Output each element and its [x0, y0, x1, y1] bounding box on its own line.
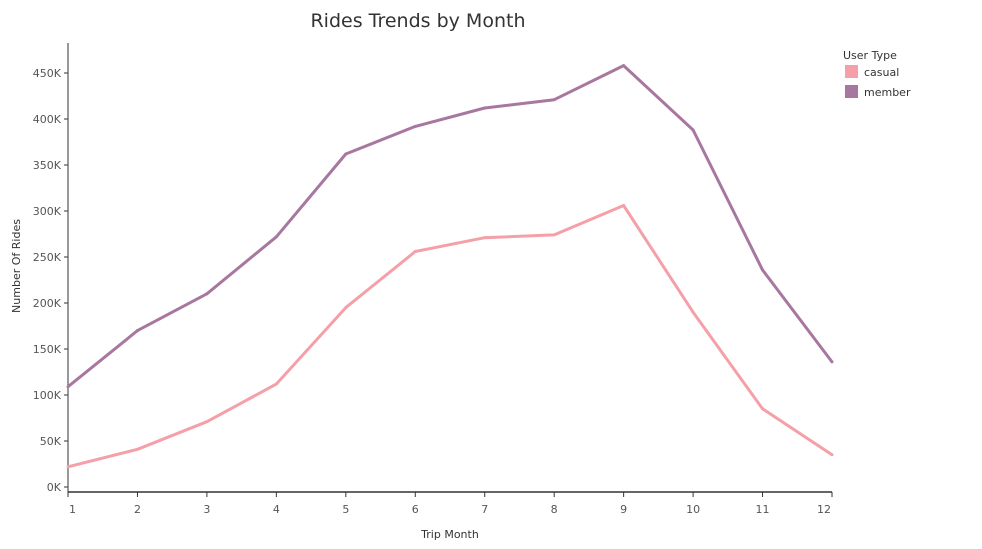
data-point-casual	[691, 310, 695, 314]
y-tick-label: 150K	[33, 343, 62, 356]
y-tick-label: 450K	[33, 67, 62, 80]
data-point-member	[552, 98, 556, 102]
legend: User Type casual member	[843, 49, 911, 99]
data-point-member	[691, 128, 695, 132]
legend-label-casual: casual	[864, 66, 899, 79]
data-point-member	[274, 235, 278, 239]
y-tick-label: 350K	[33, 159, 62, 172]
y-tick-label: 300K	[33, 205, 62, 218]
data-point-casual	[622, 203, 626, 207]
series-line-member	[67, 64, 834, 388]
x-tick-label: 9	[620, 503, 627, 516]
chart-title: Rides Trends by Month	[310, 10, 525, 32]
data-point-member	[135, 329, 139, 333]
x-tick-label: 2	[134, 503, 141, 516]
legend-swatch-member	[845, 85, 858, 98]
x-tick-label: 10	[686, 503, 700, 516]
data-point-member	[622, 64, 626, 68]
y-tick-label: 250K	[33, 251, 62, 264]
data-point-casual	[344, 306, 348, 310]
y-tick-label: 200K	[33, 297, 62, 310]
y-axis-label: Number Of Rides	[10, 219, 23, 313]
x-tick-label: 12	[817, 503, 831, 516]
data-point-casual	[66, 465, 70, 469]
data-point-casual	[761, 407, 765, 411]
x-tick-label: 4	[273, 503, 280, 516]
data-point-member	[830, 360, 834, 364]
legend-label-member: member	[864, 86, 911, 99]
data-point-casual	[205, 420, 209, 424]
y-tick-label: 400K	[33, 113, 62, 126]
data-point-casual	[274, 382, 278, 386]
x-tick-label: 3	[203, 503, 210, 516]
series-line-casual	[67, 204, 833, 469]
legend-title: User Type	[843, 49, 897, 62]
x-tick-label: 11	[756, 503, 770, 516]
y-tick-label: 50K	[40, 435, 62, 448]
data-point-member	[66, 385, 70, 389]
data-point-member	[205, 292, 209, 296]
data-point-casual	[552, 233, 556, 237]
x-axis-ticks: 1 2 3 4 5 6 7 8 9 10 11 12	[67, 492, 833, 516]
data-point-casual	[830, 453, 834, 457]
data-point-casual	[135, 447, 139, 451]
y-tick-label: 0K	[47, 481, 62, 494]
data-point-member	[413, 124, 417, 128]
legend-swatch-casual	[845, 65, 858, 78]
x-tick-label: 6	[412, 503, 419, 516]
data-point-member	[483, 106, 487, 110]
x-tick-label: 7	[481, 503, 488, 516]
y-axis-ticks: 0K 50K 100K 150K 200K 250K 300K 350K 400K 450K	[33, 67, 68, 494]
data-point-member	[344, 152, 348, 156]
y-tick-label: 100K	[33, 389, 62, 402]
data-point-casual	[413, 249, 417, 253]
x-tick-label: 5	[342, 503, 349, 516]
x-tick-label: 1	[69, 503, 76, 516]
series-lines	[66, 64, 834, 469]
x-axis-label: Trip Month	[420, 528, 479, 541]
x-tick-label: 8	[551, 503, 558, 516]
data-point-casual	[483, 236, 487, 240]
data-point-member	[761, 268, 765, 272]
